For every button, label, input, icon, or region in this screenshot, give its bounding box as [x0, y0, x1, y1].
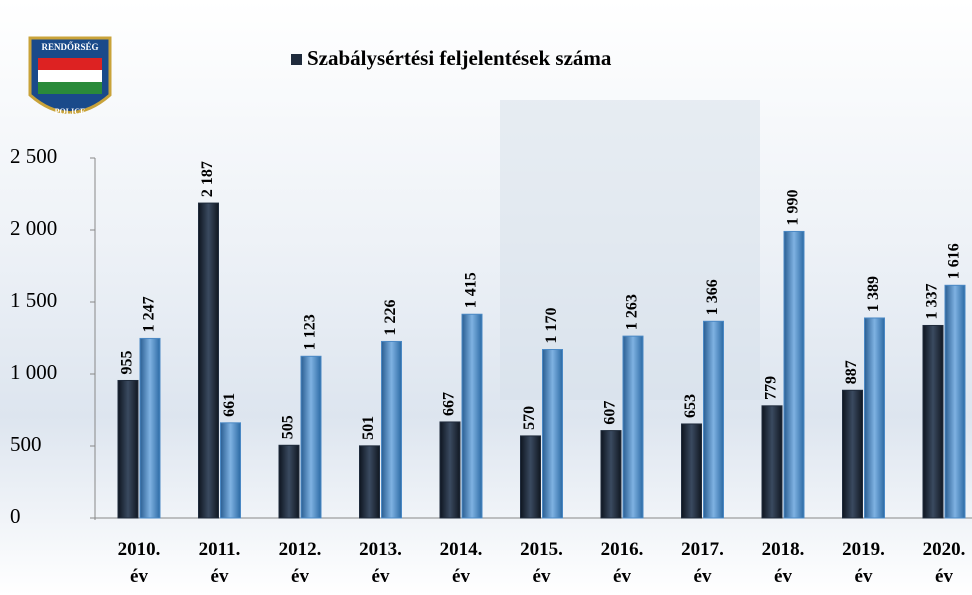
data-label: 1 170 — [543, 308, 560, 344]
data-label: 661 — [221, 393, 238, 417]
y-tick-label: 0 — [10, 504, 21, 528]
data-label: 1 389 — [865, 276, 882, 312]
logo-bottom: POLICE — [55, 107, 86, 116]
data-label: 505 — [280, 415, 297, 439]
data-label: 1 263 — [624, 294, 641, 330]
data-label: 1 616 — [946, 243, 963, 279]
x-tick-label: 2012. év — [278, 539, 322, 587]
data-label: 1 226 — [382, 299, 399, 335]
bar — [520, 435, 541, 519]
data-label: 653 — [682, 394, 699, 418]
bar — [381, 340, 402, 519]
bar — [922, 324, 944, 519]
legend-label: Szabálysértési feljelentések száma — [307, 46, 612, 70]
bar — [864, 317, 885, 519]
data-label: 570 — [521, 406, 538, 430]
y-tick-label: 500 — [10, 432, 42, 456]
bar — [300, 355, 322, 519]
bar — [600, 430, 622, 519]
bar — [359, 445, 380, 519]
x-tick-label: 2011. év — [198, 539, 241, 587]
bar — [461, 313, 483, 519]
bar — [703, 320, 724, 519]
data-label: 955 — [119, 350, 136, 374]
bar — [220, 422, 241, 519]
data-label: 1 990 — [785, 189, 802, 225]
data-label: 779 — [763, 376, 780, 400]
bar — [198, 202, 219, 519]
data-label: 1 247 — [141, 296, 158, 332]
data-label: 607 — [602, 401, 619, 425]
x-tick-label: 2017. év — [681, 539, 724, 587]
data-label: 1 123 — [302, 314, 319, 350]
bar — [842, 389, 863, 519]
y-tick-label: 2 000 — [10, 216, 57, 240]
bar — [139, 337, 161, 519]
data-label: 1 337 — [924, 283, 941, 319]
bar — [278, 444, 300, 519]
legend-swatch — [291, 54, 302, 65]
x-tick-label: 2015. év — [520, 539, 563, 587]
x-tick-label: 2010. év — [117, 539, 161, 587]
x-tick-label: 2020. év — [922, 539, 966, 587]
bar — [681, 423, 702, 519]
data-label: 667 — [441, 392, 458, 416]
data-label: 1 366 — [704, 279, 721, 315]
data-label: 1 415 — [463, 272, 480, 308]
x-tick-label: 2016. év — [600, 539, 644, 587]
bar — [783, 230, 805, 519]
bar — [944, 284, 966, 519]
bar — [542, 349, 563, 519]
bar — [761, 405, 783, 519]
logo-top: RENDŐRSÉG — [41, 42, 98, 52]
y-tick-label: 1 000 — [10, 360, 57, 384]
bar — [622, 335, 644, 519]
x-tick-label: 2018. év — [761, 539, 805, 587]
y-tick-label: 1 500 — [10, 288, 57, 312]
data-label: 501 — [360, 416, 377, 440]
bar — [439, 421, 461, 519]
bar — [117, 379, 139, 519]
logo: RENDŐRSÉG POLICE — [28, 36, 112, 116]
x-tick-label: 2019. év — [842, 539, 885, 587]
data-label: 2 187 — [199, 161, 216, 197]
data-label: 887 — [843, 360, 860, 384]
y-tick-label: 2 500 — [10, 144, 57, 168]
x-tick-label: 2014. év — [439, 539, 483, 587]
x-tick-label: 2013. év — [359, 539, 402, 587]
